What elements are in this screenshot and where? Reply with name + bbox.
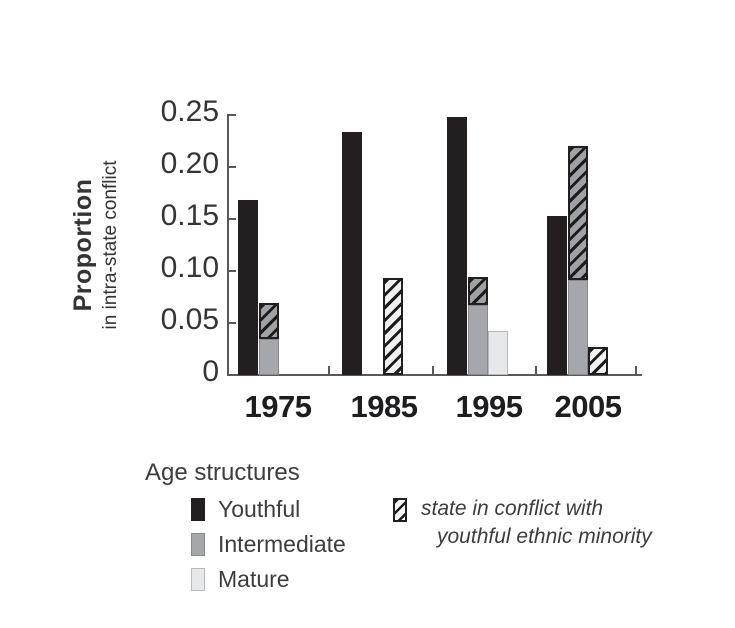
bar-intermediate-1975 xyxy=(258,338,279,375)
y-axis-tick xyxy=(227,218,236,220)
y-axis-tick xyxy=(227,322,236,324)
legend-label-mature: Mature xyxy=(218,566,290,592)
bar-hatched-mature-1985 xyxy=(383,278,404,375)
x-axis-label: 2005 xyxy=(554,389,622,424)
x-axis-label: 1985 xyxy=(350,389,418,424)
legend-title: Age structures xyxy=(145,459,300,486)
hatch-legend-label: state in conflict with youthful ethnic m… xyxy=(421,495,652,551)
bar-hatched-mature-2005 xyxy=(588,346,609,375)
x-axis-label: 1995 xyxy=(455,389,523,424)
y-axis-tick xyxy=(227,114,236,116)
hatch-swatch xyxy=(393,498,407,522)
y-tick-label: 0 xyxy=(202,355,219,388)
legend-item-intermediate: Intermediate xyxy=(191,531,346,558)
bar-youthful-1995 xyxy=(447,117,467,375)
hatch-legend-line1: state in conflict with xyxy=(421,497,604,520)
x-axis-tick xyxy=(328,366,330,375)
bar-youthful-1975 xyxy=(238,200,258,375)
x-axis-label: 1975 xyxy=(244,389,312,424)
y-axis-tick xyxy=(227,166,236,168)
x-axis-tick xyxy=(432,366,434,375)
legend-item-hatch: state in conflict with youthful ethnic m… xyxy=(393,495,652,551)
bar-youthful-1985 xyxy=(342,131,362,375)
bar-intermediate-2005 xyxy=(567,280,588,375)
x-axis-tick xyxy=(635,366,637,375)
bar-hatched-intermediate-1995 xyxy=(467,277,488,306)
legend-item-youthful: Youthful xyxy=(191,496,300,523)
y-tick-label: 0.05 xyxy=(160,303,219,336)
legend-item-mature: Mature xyxy=(191,566,290,593)
y-tick-label: 0.20 xyxy=(160,147,219,180)
y-axis-line xyxy=(227,115,229,376)
legend-label-intermediate: Intermediate xyxy=(218,531,346,557)
bar-youthful-2005 xyxy=(547,215,567,375)
y-tick-label: 0.10 xyxy=(160,251,219,284)
legend-label-youthful: Youthful xyxy=(218,496,301,522)
bar-hatched-intermediate-1975 xyxy=(258,303,279,339)
bar-hatched-intermediate-2005 xyxy=(567,146,588,281)
mature-swatch xyxy=(191,568,205,591)
bar-intermediate-1995 xyxy=(467,305,488,375)
x-axis-tick xyxy=(535,366,537,375)
bar-mature-1995 xyxy=(488,331,509,375)
x-axis-line xyxy=(227,374,642,376)
y-axis-tick xyxy=(227,270,236,272)
y-tick-label: 0.25 xyxy=(160,95,219,128)
youthful-swatch xyxy=(191,498,205,521)
intermediate-swatch xyxy=(191,533,205,556)
hatch-legend-line2: youthful ethnic minority xyxy=(437,525,652,548)
y-tick-label: 0.15 xyxy=(160,199,219,232)
